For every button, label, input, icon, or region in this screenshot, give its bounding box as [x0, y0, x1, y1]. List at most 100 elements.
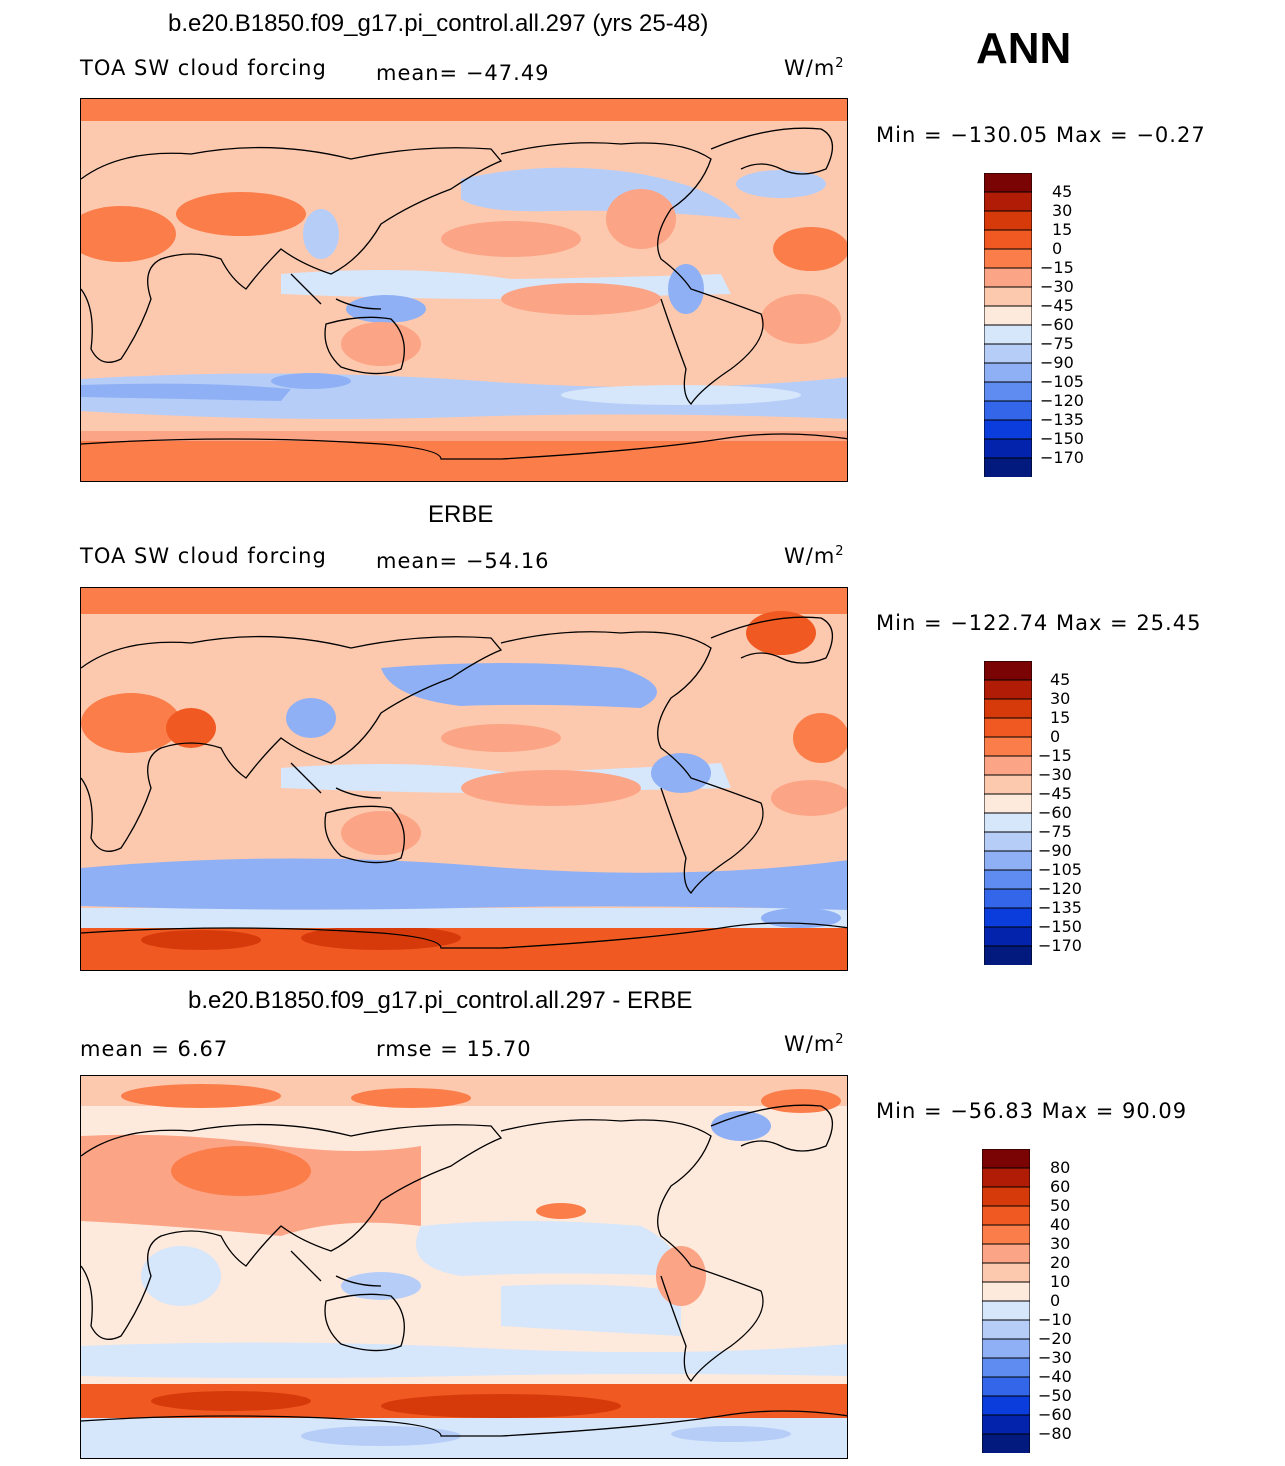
- panel-3-title: b.e20.B1850.f09_g17.pi_control.all.297 -…: [188, 987, 693, 1014]
- colorbar-tick-label: −50: [1038, 1386, 1072, 1405]
- colorbar-tick-label: 0: [1050, 727, 1061, 746]
- panel-1-colorbar: [984, 173, 1032, 477]
- colorbar-tick-label: 80: [1050, 1158, 1071, 1177]
- colorbar-swatch: [982, 1262, 1030, 1283]
- colorbar-swatch: [984, 698, 1032, 719]
- colorbar-swatch: [984, 438, 1032, 459]
- colorbar-swatch: [984, 831, 1032, 852]
- colorbar-tick-label: −20: [1038, 1329, 1072, 1348]
- colorbar-tick-label: −90: [1040, 353, 1074, 372]
- panel-2-units: W/m2: [784, 544, 845, 568]
- colorbar-tick-label: 0: [1050, 1291, 1061, 1310]
- colorbar-swatch: [982, 1395, 1030, 1416]
- colorbar-swatch: [984, 888, 1032, 909]
- colorbar-swatch: [984, 248, 1032, 269]
- colorbar-swatch: [984, 457, 1032, 477]
- panel-1-title: b.e20.B1850.f09_g17.pi_control.all.297 (…: [168, 10, 709, 37]
- colorbar-swatch: [984, 343, 1032, 364]
- colorbar-swatch: [984, 812, 1032, 833]
- panel-3-colorbar: [982, 1149, 1030, 1453]
- colorbar-swatch: [984, 419, 1032, 440]
- colorbar-tick-label: −45: [1038, 784, 1072, 803]
- colorbar-swatch: [984, 400, 1032, 421]
- panel-3-rmse: rmse = 15.70: [376, 1037, 532, 1061]
- panel-3-mean: mean = 6.67: [80, 1037, 229, 1061]
- colorbar-swatch: [982, 1414, 1030, 1435]
- colorbar-swatch: [982, 1186, 1030, 1207]
- colorbar-tick-label: 30: [1052, 201, 1073, 220]
- colorbar-swatch: [984, 210, 1032, 231]
- panel-2-colorbar-labels: 45 30 15 0 −15 −30 −45 −60 −75 −90 −105 −120 −135 −15…: [1038, 661, 1118, 965]
- panel-2-min-max: Min = −122.74 Max = 25.45: [876, 611, 1202, 635]
- colorbar-tick-label: −60: [1038, 1405, 1072, 1424]
- colorbar-tick-label: −15: [1040, 258, 1074, 277]
- colorbar-tick-label: 45: [1050, 670, 1071, 689]
- colorbar-swatch: [984, 717, 1032, 738]
- panel-3-min-max: Min = −56.83 Max = 90.09: [876, 1099, 1188, 1123]
- colorbar-swatch: [984, 191, 1032, 212]
- panel-2-mean: mean= −54.16: [376, 549, 550, 573]
- colorbar-tick-label: −170: [1040, 448, 1084, 467]
- colorbar-swatch: [984, 907, 1032, 928]
- colorbar-swatch: [982, 1357, 1030, 1378]
- panel-1-units: W/m2: [784, 56, 845, 80]
- colorbar-tick-label: −75: [1040, 334, 1074, 353]
- colorbar-swatch: [984, 324, 1032, 345]
- colorbar-swatch: [984, 945, 1032, 965]
- colorbar-tick-label: −30: [1040, 277, 1074, 296]
- colorbar-tick-label: 60: [1050, 1177, 1071, 1196]
- colorbar-swatch: [984, 229, 1032, 250]
- panel-2-map: [80, 587, 848, 971]
- colorbar-swatch: [984, 173, 1032, 193]
- colorbar-tick-label: −150: [1040, 429, 1084, 448]
- colorbar-swatch: [984, 850, 1032, 871]
- colorbar-tick-label: −45: [1040, 296, 1074, 315]
- colorbar-tick-label: −120: [1040, 391, 1084, 410]
- colorbar-swatch: [982, 1376, 1030, 1397]
- colorbar-tick-label: −90: [1038, 841, 1072, 860]
- colorbar-swatch: [984, 381, 1032, 402]
- colorbar-swatch: [984, 267, 1032, 288]
- colorbar-tick-label: 0: [1052, 239, 1063, 258]
- panel-2-variable-label: TOA SW cloud forcing: [80, 544, 327, 568]
- colorbar-swatch: [984, 286, 1032, 307]
- colorbar-tick-label: 30: [1050, 1234, 1071, 1253]
- colorbar-tick-label: −150: [1038, 917, 1082, 936]
- colorbar-tick-label: −30: [1038, 1348, 1072, 1367]
- colorbar-swatch: [982, 1281, 1030, 1302]
- colorbar-tick-label: 15: [1052, 220, 1073, 239]
- colorbar-swatch: [982, 1205, 1030, 1226]
- colorbar-swatch: [982, 1300, 1030, 1321]
- colorbar-swatch: [984, 679, 1032, 700]
- season-label: ANN: [976, 24, 1072, 73]
- panel-1-mean: mean= −47.49: [376, 61, 550, 85]
- colorbar-swatch: [984, 736, 1032, 757]
- colorbar-swatch: [982, 1338, 1030, 1359]
- colorbar-tick-label: −135: [1040, 410, 1084, 429]
- colorbar-tick-label: −105: [1038, 860, 1082, 879]
- colorbar-tick-label: −10: [1038, 1310, 1072, 1329]
- colorbar-swatch: [982, 1243, 1030, 1264]
- colorbar-tick-label: 40: [1050, 1215, 1071, 1234]
- colorbar-swatch: [984, 755, 1032, 776]
- panel-2-colorbar: [984, 661, 1032, 965]
- colorbar-tick-label: −40: [1038, 1367, 1072, 1386]
- colorbar-swatch: [984, 661, 1032, 681]
- panel-3-map: [80, 1075, 848, 1459]
- colorbar-swatch: [984, 305, 1032, 326]
- colorbar-swatch: [982, 1433, 1030, 1453]
- colorbar-swatch: [984, 774, 1032, 795]
- colorbar-swatch: [982, 1319, 1030, 1340]
- colorbar-swatch: [984, 362, 1032, 383]
- colorbar-tick-label: −75: [1038, 822, 1072, 841]
- colorbar-tick-label: 30: [1050, 689, 1071, 708]
- colorbar-tick-label: −105: [1040, 372, 1084, 391]
- panel-1-variable-label: TOA SW cloud forcing: [80, 56, 327, 80]
- colorbar-swatch: [984, 926, 1032, 947]
- panel-2-title: ERBE: [428, 501, 494, 528]
- colorbar-tick-label: −80: [1038, 1424, 1072, 1443]
- colorbar-tick-label: −135: [1038, 898, 1082, 917]
- panel-3-colorbar-labels: 80 60 50 40 30 20 10 0 −10 −20 −30 −40 −50 −60 −80: [1038, 1149, 1118, 1453]
- colorbar-tick-label: −60: [1040, 315, 1074, 334]
- colorbar-tick-label: −170: [1038, 936, 1082, 955]
